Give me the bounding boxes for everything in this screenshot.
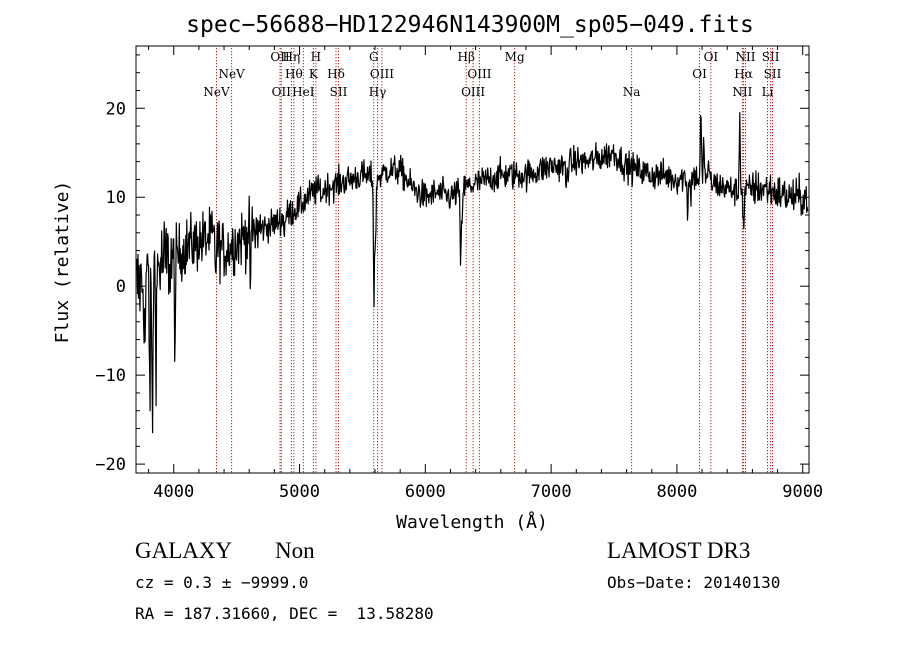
x-axis-label: Wavelength (Å) [396,511,548,533]
x-tick-label: 7000 [531,482,572,502]
line-marker-label: NII [732,85,752,99]
x-tick-label: 5000 [279,482,320,502]
line-marker-label: OII [272,85,292,99]
y-tick-label: 20 [106,99,126,119]
line-marker-label: HeI [292,85,315,99]
line-marker-label: Hγ [369,85,387,99]
x-tick-label: 6000 [405,482,446,502]
line-marker-label: OII [270,50,290,64]
observation-date: Obs−Date: 20140130 [607,573,781,592]
line-marker-label: Mg [505,50,525,64]
object-subclass: Non [275,538,315,563]
object-class: GALAXY [135,538,233,563]
line-marker-label: SII [330,85,348,99]
line-marker-label: K [309,67,319,81]
chart-title: spec−56688−HD122946N143900M_sp05−049.fit… [186,12,754,38]
plot-frame [135,45,810,474]
line-marker-label: H [311,50,321,64]
y-tick-label: 10 [106,188,126,208]
y-tick-label: −20 [95,455,126,475]
survey-name: LAMOST DR3 [607,538,751,563]
y-tick-label: 0 [116,277,126,297]
line-marker-label: NeV [218,67,245,81]
line-marker-label: OIII [370,67,394,81]
axis-layer: 4000 5000 6000 7000 8000 9000 −20 −10 0 10 20 [95,46,823,502]
x-tick-label: 4000 [153,482,194,502]
line-marker-label: NII [735,50,755,64]
line-marker-label: NeV [203,85,230,99]
line-marker-label: OI [692,67,707,81]
line-marker-label: Hβ [458,50,475,64]
x-tick-label: 8000 [656,482,697,502]
line-marker-label: Na [623,85,641,99]
line-marker-label: Li [762,85,774,99]
line-marker-label: Hδ [327,67,345,81]
redshift-line: cz = 0.3 ± −9999.0 [135,573,309,592]
y-tick-label: −10 [95,366,126,386]
line-marker-label: SII [762,50,780,64]
line-marker-label: OIII [467,67,491,81]
line-marker-label: Hη [283,50,301,64]
line-marker-label: G [369,50,379,64]
line-marker-label: Hα [734,67,753,81]
x-tick-label: 9000 [782,482,823,502]
coordinates-line: RA = 187.31660, DEC = 13.58280 [135,604,434,623]
spectrum-layer [135,111,809,434]
line-marker-label: OIII [461,85,485,99]
y-axis-label: Flux (relative) [52,181,73,344]
line-marker-label: OI [704,50,719,64]
spectrum-line [135,111,809,434]
line-marker-label: SII [764,67,782,81]
line-marker-label: Hθ [285,67,303,81]
